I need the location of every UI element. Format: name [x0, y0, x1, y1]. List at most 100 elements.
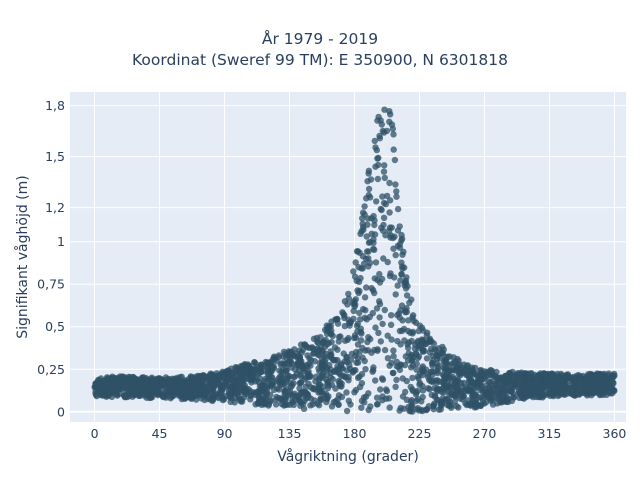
data-point	[464, 371, 471, 378]
data-point	[154, 377, 161, 384]
data-point	[335, 401, 342, 408]
data-point	[352, 334, 360, 341]
data-point	[605, 376, 612, 383]
y-tick-label: 0,5	[45, 319, 65, 334]
data-point	[527, 392, 534, 399]
data-point	[227, 398, 234, 406]
data-point	[298, 361, 305, 369]
data-point	[357, 337, 365, 344]
data-point	[396, 327, 404, 335]
data-point	[456, 395, 464, 402]
data-point	[285, 361, 292, 368]
data-point	[610, 380, 617, 387]
data-point	[546, 385, 554, 392]
data-point	[394, 205, 402, 213]
data-point	[453, 386, 460, 393]
data-point	[501, 379, 509, 387]
data-point	[388, 224, 395, 231]
data-point	[376, 270, 383, 278]
data-point	[312, 373, 320, 380]
data-point	[433, 351, 440, 359]
data-point	[378, 121, 385, 128]
data-point	[415, 375, 422, 382]
data-point	[323, 341, 331, 348]
x-tick-label: 90	[217, 426, 233, 441]
data-point	[356, 348, 363, 356]
data-point	[358, 228, 365, 235]
x-tick-label: 45	[152, 426, 168, 441]
data-point	[260, 394, 267, 401]
data-point	[413, 360, 420, 367]
data-point	[601, 384, 609, 392]
data-point	[372, 259, 380, 266]
data-point	[354, 359, 362, 366]
x-tick-label: 180	[343, 426, 367, 441]
data-point	[281, 387, 288, 394]
data-point	[209, 396, 216, 403]
data-point	[607, 386, 614, 393]
data-point	[380, 199, 388, 207]
data-point	[287, 383, 295, 391]
data-point	[359, 265, 366, 272]
data-point	[199, 377, 207, 385]
data-point	[376, 314, 383, 321]
data-point	[390, 245, 397, 252]
data-point	[387, 321, 395, 328]
data-point	[584, 392, 591, 399]
data-point	[425, 403, 433, 410]
data-point	[477, 401, 485, 409]
data-point	[252, 360, 260, 368]
data-point	[398, 271, 405, 278]
data-point	[322, 355, 329, 363]
data-point	[414, 405, 422, 412]
data-point	[430, 406, 437, 413]
data-point	[350, 307, 357, 315]
data-point	[578, 375, 585, 383]
data-point	[293, 370, 301, 377]
data-point	[447, 402, 455, 409]
data-point	[304, 352, 311, 359]
y-tick-label: 1,5	[45, 149, 65, 164]
data-point	[151, 387, 158, 394]
data-point	[267, 397, 275, 404]
data-point	[381, 106, 388, 113]
data-point	[353, 277, 360, 284]
data-point	[365, 248, 372, 255]
data-point	[335, 338, 342, 345]
data-point	[540, 370, 548, 377]
data-point	[364, 178, 371, 185]
data-point	[302, 342, 310, 350]
data-point	[432, 346, 439, 354]
data-point	[540, 381, 547, 388]
data-point	[546, 390, 553, 398]
data-point	[499, 393, 507, 400]
data-point	[377, 386, 384, 393]
data-point	[257, 363, 265, 370]
data-point	[427, 377, 434, 385]
y-tick-labels: 0 0,25 0,5 0,75 1 1,2 1,5 1,8	[37, 98, 65, 419]
data-point	[253, 376, 260, 383]
data-point	[405, 339, 413, 346]
data-point	[381, 162, 388, 169]
data-point	[318, 360, 326, 367]
data-point	[381, 346, 389, 354]
data-point	[367, 403, 374, 410]
data-point	[272, 401, 280, 408]
data-point	[268, 364, 275, 371]
data-point	[553, 387, 560, 395]
y-tick-label: 1	[57, 234, 65, 249]
data-point	[145, 377, 153, 384]
data-point	[407, 364, 415, 371]
data-point	[477, 367, 484, 374]
data-point	[386, 179, 393, 187]
data-point	[297, 341, 305, 348]
data-point	[276, 373, 283, 381]
data-point	[368, 284, 375, 292]
data-point	[381, 174, 388, 182]
data-point	[393, 363, 400, 370]
data-point	[345, 290, 352, 298]
data-point	[572, 379, 580, 386]
chart-title-line-1: År 1979 - 2019	[261, 30, 379, 48]
data-point	[393, 193, 400, 200]
data-point	[343, 389, 350, 396]
